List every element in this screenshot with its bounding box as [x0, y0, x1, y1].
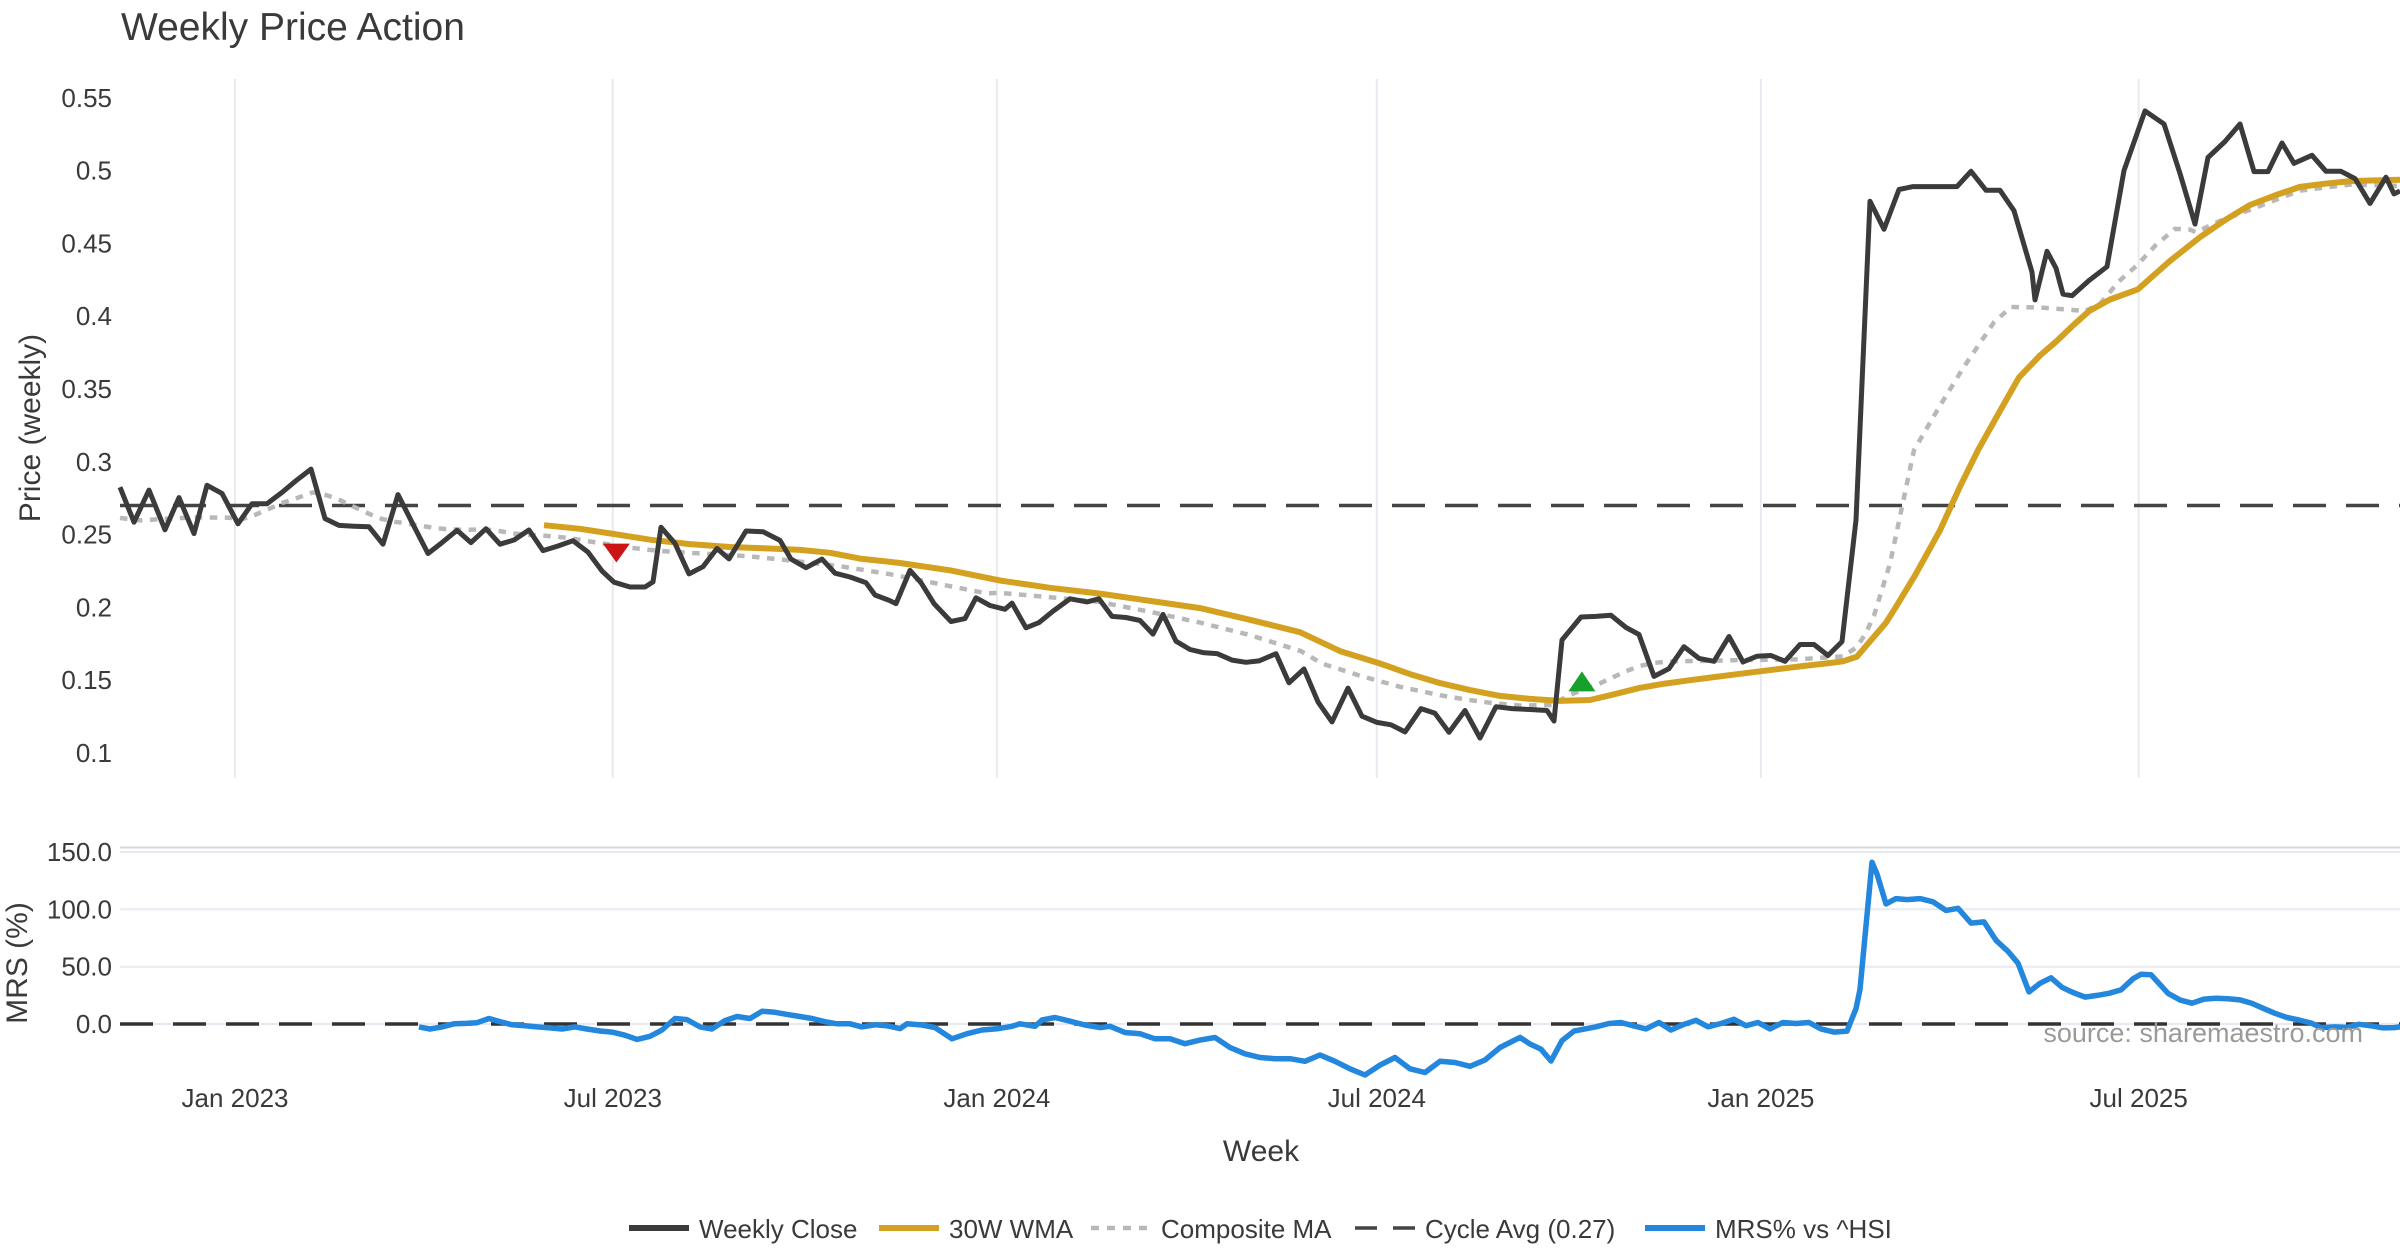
svg-text:0.35: 0.35 — [61, 374, 112, 404]
svg-text:30W WMA: 30W WMA — [949, 1214, 1074, 1244]
svg-text:50.0: 50.0 — [61, 952, 112, 982]
svg-text:Jan 2025: Jan 2025 — [1707, 1083, 1814, 1113]
svg-text:Cycle Avg (0.27): Cycle Avg (0.27) — [1425, 1214, 1615, 1244]
svg-text:100.0: 100.0 — [47, 894, 112, 924]
svg-text:150.0: 150.0 — [47, 837, 112, 867]
svg-text:0.25: 0.25 — [61, 520, 112, 550]
svg-text:0.45: 0.45 — [61, 228, 112, 258]
svg-text:source: sharemaestro.com: source: sharemaestro.com — [2043, 1018, 2363, 1048]
svg-text:0.4: 0.4 — [76, 301, 112, 331]
svg-text:Weekly Close: Weekly Close — [699, 1214, 857, 1244]
svg-text:Week: Week — [1223, 1135, 1300, 1168]
svg-text:Jan 2024: Jan 2024 — [943, 1083, 1050, 1113]
svg-text:Composite MA: Composite MA — [1161, 1214, 1332, 1244]
svg-text:0.1: 0.1 — [76, 738, 112, 768]
svg-text:Jul 2023: Jul 2023 — [564, 1083, 662, 1113]
svg-text:0.2: 0.2 — [76, 592, 112, 622]
svg-text:0.5: 0.5 — [76, 156, 112, 186]
svg-text:0.15: 0.15 — [61, 665, 112, 695]
svg-text:0.55: 0.55 — [61, 83, 112, 113]
svg-text:0.0: 0.0 — [76, 1009, 112, 1039]
svg-text:Weekly Price Action: Weekly Price Action — [121, 6, 465, 49]
svg-text:0.3: 0.3 — [76, 447, 112, 477]
svg-text:Jul 2025: Jul 2025 — [2090, 1083, 2188, 1113]
svg-text:MRS% vs ^HSI: MRS% vs ^HSI — [1715, 1214, 1892, 1244]
svg-text:Jan 2023: Jan 2023 — [182, 1083, 289, 1113]
svg-text:MRS (%): MRS (%) — [1, 902, 34, 1024]
svg-text:Price (weekly): Price (weekly) — [14, 334, 47, 522]
svg-text:Jul 2024: Jul 2024 — [1328, 1083, 1426, 1113]
